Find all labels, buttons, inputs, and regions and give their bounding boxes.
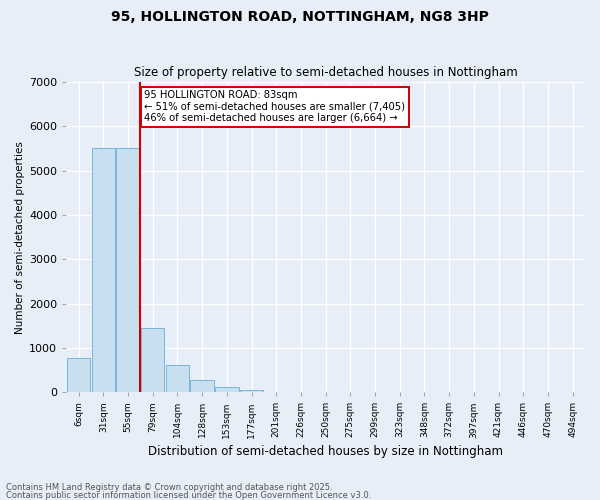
Text: 95 HOLLINGTON ROAD: 83sqm
← 51% of semi-detached houses are smaller (7,405)
46% : 95 HOLLINGTON ROAD: 83sqm ← 51% of semi-… (144, 90, 405, 123)
Text: Contains HM Land Registry data © Crown copyright and database right 2025.: Contains HM Land Registry data © Crown c… (6, 484, 332, 492)
Bar (116, 148, 140, 392)
Bar (92, 148, 115, 392)
Bar (166, 364, 189, 392)
Bar (215, 388, 239, 392)
X-axis label: Distribution of semi-detached houses by size in Nottingham: Distribution of semi-detached houses by … (148, 444, 503, 458)
Bar (67, 358, 91, 392)
Y-axis label: Number of semi-detached properties: Number of semi-detached properties (15, 140, 25, 334)
Text: 95, HOLLINGTON ROAD, NOTTINGHAM, NG8 3HP: 95, HOLLINGTON ROAD, NOTTINGHAM, NG8 3HP (111, 10, 489, 24)
Bar (240, 390, 263, 392)
Bar (141, 328, 164, 392)
Title: Size of property relative to semi-detached houses in Nottingham: Size of property relative to semi-detach… (134, 66, 518, 80)
Text: Contains public sector information licensed under the Open Government Licence v3: Contains public sector information licen… (6, 491, 371, 500)
Bar (190, 380, 214, 392)
